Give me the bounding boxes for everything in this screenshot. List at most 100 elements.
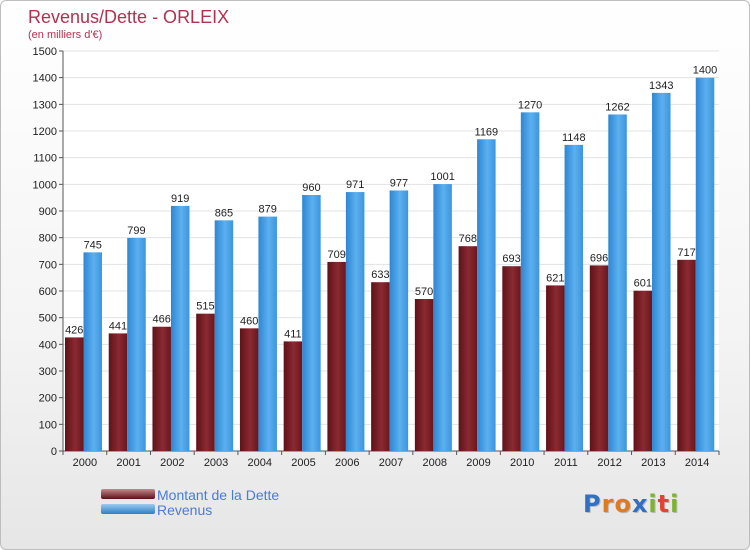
data-label-dette: 696 (590, 252, 608, 264)
bar-dette (65, 337, 84, 451)
data-label-revenus: 977 (390, 177, 408, 189)
bar-revenus (127, 237, 146, 451)
bar-revenus (652, 92, 671, 451)
bar-revenus (170, 205, 190, 451)
x-tick-label: 2005 (291, 457, 315, 469)
data-label-revenus: 1270 (518, 99, 542, 111)
data-label-dette: 411 (284, 328, 302, 340)
proxiti-logo: Proxiti (583, 490, 679, 518)
data-label-revenus: 879 (259, 204, 277, 216)
y-tick-label: 0 (51, 446, 57, 458)
chart-title: Revenus/Dette - ORLEIX (28, 7, 230, 27)
x-tick-label: 2003 (204, 457, 228, 469)
y-tick-label: 1500 (33, 46, 57, 58)
logo-letter: P (583, 490, 602, 518)
y-tick-label: 200 (39, 393, 57, 405)
data-label-dette: 693 (502, 253, 520, 265)
data-label-dette: 768 (459, 233, 477, 245)
bar-dette (458, 246, 478, 451)
bar-revenus (695, 77, 715, 452)
legend-swatch-dette (101, 489, 155, 499)
logo-letter: r (601, 490, 615, 518)
data-label-revenus: 1148 (562, 132, 586, 144)
y-tick-label: 900 (39, 206, 57, 218)
y-tick-label: 1300 (33, 99, 57, 111)
bar-revenus (345, 192, 365, 452)
bar-revenus (477, 139, 496, 451)
y-tick-label: 1000 (33, 179, 57, 191)
bar-dette (546, 285, 565, 451)
data-label-revenus: 1262 (605, 101, 629, 113)
logo-letter: x (631, 490, 649, 518)
x-tick-label: 2004 (248, 457, 272, 469)
bar-revenus (564, 144, 584, 451)
bar-revenus (389, 190, 409, 451)
x-tick-label: 2008 (422, 457, 446, 469)
y-tick-label: 500 (39, 313, 57, 325)
data-label-revenus: 960 (302, 182, 320, 194)
bar-dette (108, 333, 128, 451)
bar-dette (589, 265, 609, 451)
data-label-dette: 426 (65, 324, 83, 336)
y-tick-label: 700 (39, 259, 57, 271)
x-tick-label: 2014 (685, 457, 709, 469)
x-tick-label: 2006 (335, 457, 359, 469)
bar-revenus (608, 114, 627, 451)
bar-dette (414, 299, 434, 451)
data-label-dette: 441 (109, 320, 127, 332)
x-tick-label: 2011 (554, 457, 578, 469)
data-label-dette: 621 (546, 272, 564, 284)
bar-revenus (83, 252, 102, 451)
bar-dette (502, 266, 521, 451)
y-tick-label: 400 (39, 339, 57, 351)
data-label-revenus: 745 (84, 239, 102, 251)
bar-revenus (258, 216, 277, 451)
x-tick-label: 2000 (73, 457, 97, 469)
data-label-revenus: 1001 (430, 171, 454, 183)
data-label-dette: 515 (196, 301, 214, 313)
data-label-dette: 460 (240, 315, 258, 327)
x-tick-label: 2001 (116, 457, 140, 469)
x-tick-label: 2013 (641, 457, 665, 469)
data-label-revenus: 971 (346, 179, 364, 191)
y-tick-label: 1100 (33, 153, 57, 165)
bar-dette (283, 341, 303, 451)
y-tick-label: 300 (39, 366, 57, 378)
bar-revenus (433, 184, 452, 452)
bar-revenus (302, 195, 321, 451)
data-label-revenus: 799 (127, 225, 145, 237)
data-label-dette: 709 (327, 249, 345, 261)
data-label-dette: 570 (415, 286, 433, 298)
bar-dette (239, 328, 259, 451)
data-label-revenus: 1400 (693, 65, 717, 77)
chart-subtitle: (en milliers d'€) (28, 29, 103, 41)
x-tick-label: 2007 (379, 457, 403, 469)
logo-letter: i (670, 490, 680, 518)
data-label-dette: 466 (153, 314, 171, 326)
bar-dette (196, 313, 215, 451)
legend-swatch-revenus (101, 504, 155, 514)
x-tick-label: 2002 (160, 457, 184, 469)
y-tick-label: 100 (39, 419, 57, 431)
data-label-revenus: 919 (171, 193, 189, 205)
bar-revenus (520, 112, 540, 451)
data-label-dette: 601 (634, 278, 652, 290)
x-tick-label: 2009 (466, 457, 490, 469)
bar-dette (152, 326, 171, 451)
x-tick-label: 2010 (510, 457, 534, 469)
logo-letter: t (657, 490, 671, 518)
bar-dette (371, 282, 390, 451)
logo-letter: o (614, 490, 632, 518)
data-label-dette: 717 (677, 247, 695, 259)
data-label-revenus: 1343 (649, 80, 673, 92)
y-tick-label: 600 (39, 286, 57, 298)
data-label-dette: 633 (371, 269, 389, 281)
data-label-revenus: 865 (215, 207, 233, 219)
bar-revenus (214, 220, 234, 451)
logo-letter: i (648, 490, 658, 518)
bar-dette (633, 290, 653, 451)
legend-label-revenus: Revenus (157, 502, 213, 518)
y-tick-label: 1400 (33, 73, 57, 85)
